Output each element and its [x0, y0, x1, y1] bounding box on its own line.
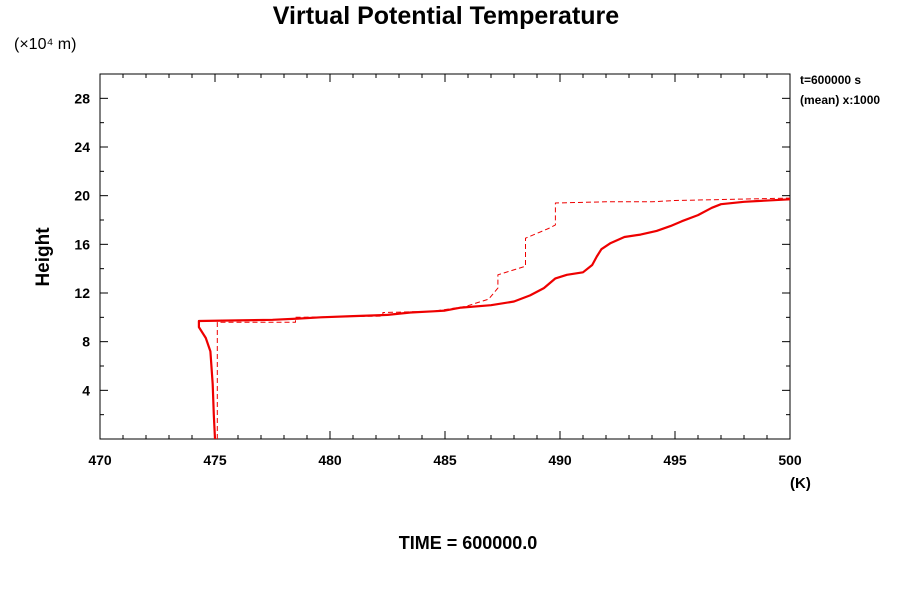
footer-time-label: TIME = 600000.0	[399, 533, 538, 553]
y-tick-label: 16	[74, 236, 90, 252]
x-tick-label: 500	[778, 452, 802, 468]
plot-frame	[99, 73, 791, 440]
y-tick-label: 12	[74, 285, 90, 301]
y-units-label: (×10⁴ m)	[14, 36, 76, 53]
x-tick-label: 495	[663, 452, 687, 468]
ticks-layer: 470 475 480 485 490 495 500 4 8 12 16 20 24 28	[74, 74, 802, 468]
y-tick-label: 4	[82, 382, 90, 398]
series-layer	[197, 197, 791, 440]
series-line-dashed	[216, 197, 791, 439]
chart-title: Virtual Potential Temperature	[273, 2, 619, 30]
y-tick-label: 8	[82, 334, 90, 350]
annotation-time: t=600000 s	[800, 73, 861, 87]
series-line-solid	[197, 198, 791, 440]
y-axis-title: Height	[33, 227, 54, 287]
x-tick-label: 485	[433, 452, 457, 468]
y-tick-label: 28	[74, 90, 90, 106]
x-tick-label: 470	[88, 452, 112, 468]
annotation-mean: (mean) x:1000	[800, 93, 880, 107]
x-tick-label: 475	[203, 452, 227, 468]
x-tick-label: 480	[318, 452, 342, 468]
y-tick-label: 24	[74, 139, 90, 155]
x-units-label: (K)	[790, 475, 811, 492]
y-tick-label: 20	[74, 188, 90, 204]
x-tick-label: 490	[548, 452, 572, 468]
